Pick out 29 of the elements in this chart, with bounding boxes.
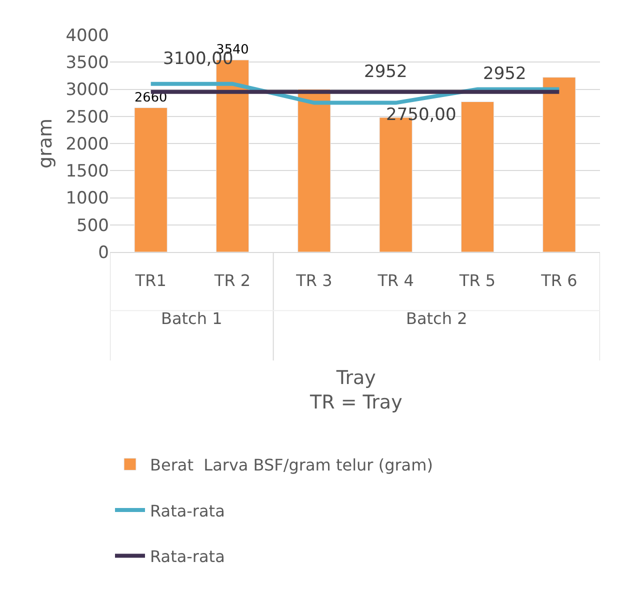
- y-tick-label: 4000: [66, 26, 109, 46]
- y-tick-label: 1500: [66, 162, 109, 182]
- bar: [134, 107, 168, 252]
- legend-label: Berat Larva BSF/gram telur (gram): [150, 455, 433, 474]
- bar: [460, 101, 494, 252]
- bar: [542, 77, 576, 252]
- y-axis-title: gram: [34, 118, 57, 169]
- y-tick-label: 3000: [66, 80, 109, 100]
- y-tick-label: 3500: [66, 53, 109, 74]
- annotation: 2952: [364, 62, 408, 82]
- x-tick-label: TR 5: [458, 271, 496, 290]
- x-tick-label: TR 3: [295, 271, 332, 290]
- y-tick-label: 1000: [66, 188, 109, 209]
- y-tick-label: 2000: [66, 134, 109, 154]
- x-tick-label: TR 4: [376, 271, 414, 290]
- x-tick-label: TR 2: [213, 271, 251, 290]
- x-tick-label: TR1: [134, 271, 166, 290]
- legend-label: Rata-rata: [150, 547, 225, 566]
- y-tick-label: 500: [76, 216, 109, 236]
- text: Batch 1: [161, 309, 222, 328]
- annotation: 2952: [483, 64, 526, 84]
- text: Batch 2: [406, 309, 468, 328]
- y-tick-label: 2500: [66, 107, 109, 128]
- y-tick-label: 0: [98, 242, 109, 263]
- x-axis-title: Tray TR = Tray: [309, 367, 402, 414]
- annotation: 2750,00: [386, 105, 456, 125]
- legend-label: Rata-rata: [150, 501, 225, 520]
- bar: [298, 89, 331, 252]
- x-tick-label: TR 6: [540, 271, 578, 290]
